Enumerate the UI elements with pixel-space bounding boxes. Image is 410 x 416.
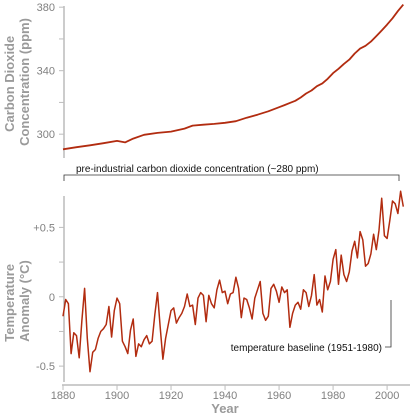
co2-y-tick-label: 380 [37, 2, 55, 14]
temp-y-tick-label: 0 [49, 292, 55, 304]
temp-y-tick-label: -0.5 [36, 361, 55, 373]
co2-y-ticks: 300 340 380 [37, 2, 64, 141]
co2-annotation-bracket [63, 174, 400, 181]
temp-series-line [62, 190, 405, 373]
temp-y-axis-label-line-1: Temperature [2, 264, 17, 342]
temp-y-ticks: -0.5 0 +0.5 [33, 222, 64, 373]
co2-series-line [62, 4, 404, 151]
co2-panel: 300 340 380 Carbon Dioxide Concentration (… [2, 2, 404, 181]
temp-annotation-text: temperature baseline (1951-1980) [231, 343, 382, 354]
temp-y-axis-label-line-2: Anomaly (°C) [17, 260, 32, 342]
x-tick-label: 1980 [321, 390, 345, 402]
x-tick-label: 1940 [213, 390, 237, 402]
co2-y-axis-label-line-1: Carbon Dioxide [2, 36, 17, 132]
co2-y-tick-label: 300 [37, 129, 55, 141]
x-tick-label: 1960 [267, 390, 291, 402]
x-tick-label: 2000 [375, 390, 399, 402]
temp-y-axis-label: Temperature Anomaly (°C) [2, 260, 32, 342]
x-axis-ticks: 1880 1900 1920 1940 1960 1980 2000 [51, 385, 399, 402]
x-tick-label: 1880 [51, 390, 75, 402]
x-tick-label: 1920 [159, 390, 183, 402]
temp-panel: -0.5 0 +0.5 1880 1900 1920 1940 1960 1980 2000 T… [2, 190, 410, 416]
x-tick-label: 1900 [105, 390, 129, 402]
co2-annotation-text: pre-industrial carbon dioxide concentrat… [76, 164, 319, 175]
co2-y-tick-label: 340 [37, 66, 55, 78]
co2-y-axis-label-line-2: Concentration (ppm) [17, 18, 32, 146]
co2-y-axis-label: Carbon Dioxide Concentration (ppm) [2, 18, 32, 146]
temp-annotation-bracket [385, 300, 392, 348]
x-axis-label: Year [211, 401, 238, 416]
temp-y-tick-label: +0.5 [33, 222, 55, 234]
